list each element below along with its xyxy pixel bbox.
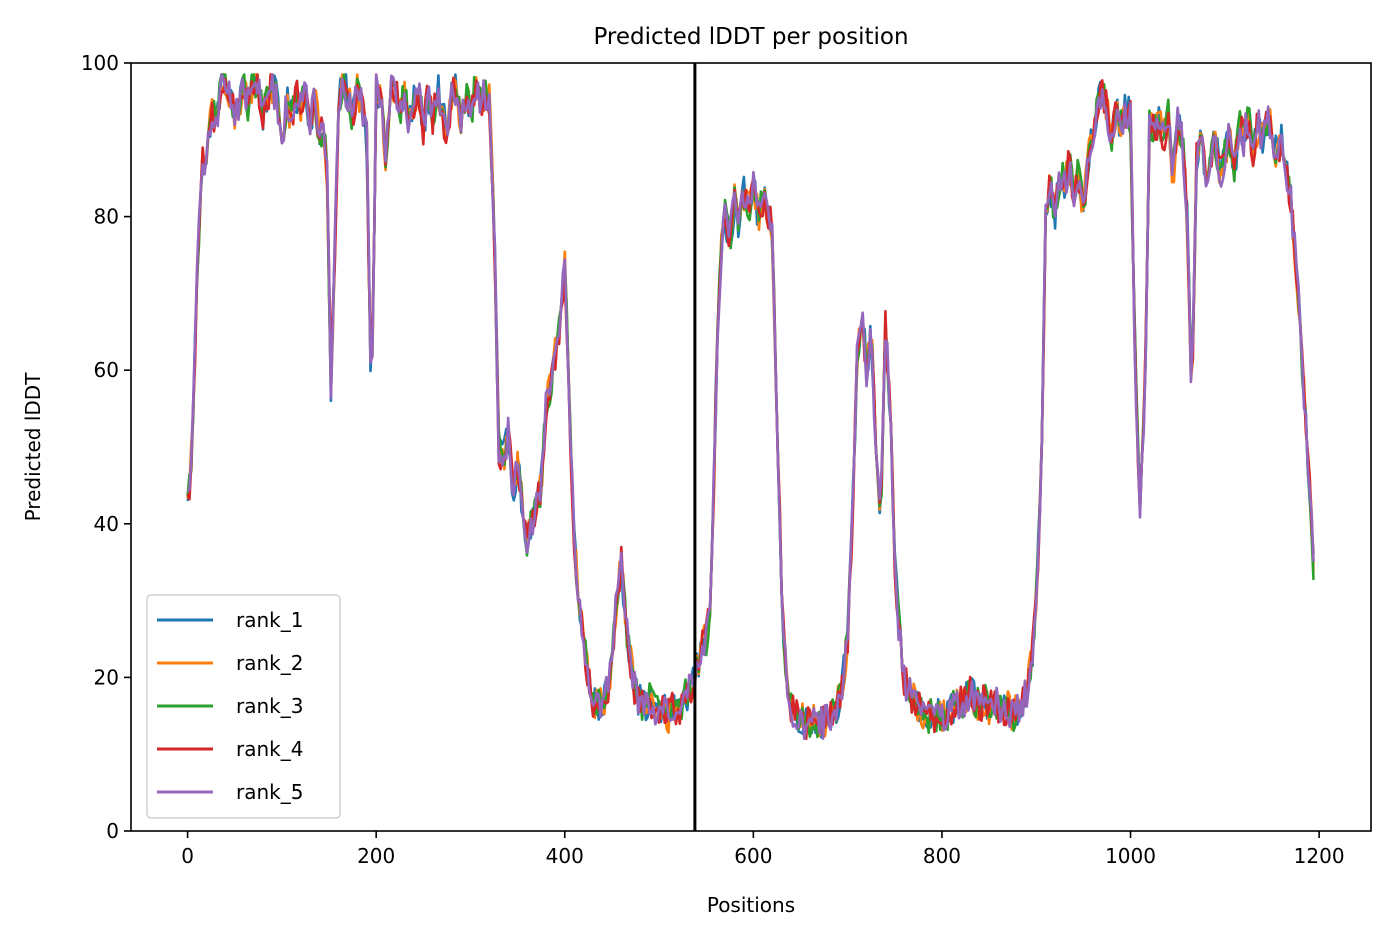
x-tick-label: 200 [357,844,395,868]
y-tick-label: 0 [106,819,119,843]
legend-label-rank_5: rank_5 [236,780,303,804]
y-tick-label: 20 [94,665,119,689]
y-tick-label: 80 [94,205,119,229]
series-line-rank_5 [186,73,1315,741]
x-tick-label: 800 [923,844,961,868]
legend-label-rank_3: rank_3 [236,694,303,718]
y-tick-label: 100 [81,51,119,75]
legend: rank_1 rank_2 rank_3 rank_4 rank_5 [146,594,341,819]
y-axis-label: Predicted lDDT [21,372,45,522]
x-tick-label: 600 [734,844,772,868]
x-axis-label: Positions [707,893,795,917]
legend-box [146,594,341,819]
chart-title: Predicted lDDT per position [593,24,908,50]
x-tick-label: 400 [546,844,584,868]
y-tick-label: 60 [94,358,119,382]
x-tick-label: 1200 [1294,844,1345,868]
legend-label-rank_2: rank_2 [236,651,303,675]
legend-label-rank_4: rank_4 [236,737,303,761]
y-axis: 0 20 40 60 80 100 [81,51,131,843]
x-tick-label: 1000 [1105,844,1156,868]
legend-label-rank_1: rank_1 [236,608,303,632]
series-lines [186,73,1315,741]
x-axis: 0 200 400 600 800 1000 1200 [181,831,1345,868]
plot-frame [130,62,1372,832]
plot-area [130,62,1372,832]
x-tick-label: 0 [181,844,194,868]
y-tick-label: 40 [94,512,119,536]
